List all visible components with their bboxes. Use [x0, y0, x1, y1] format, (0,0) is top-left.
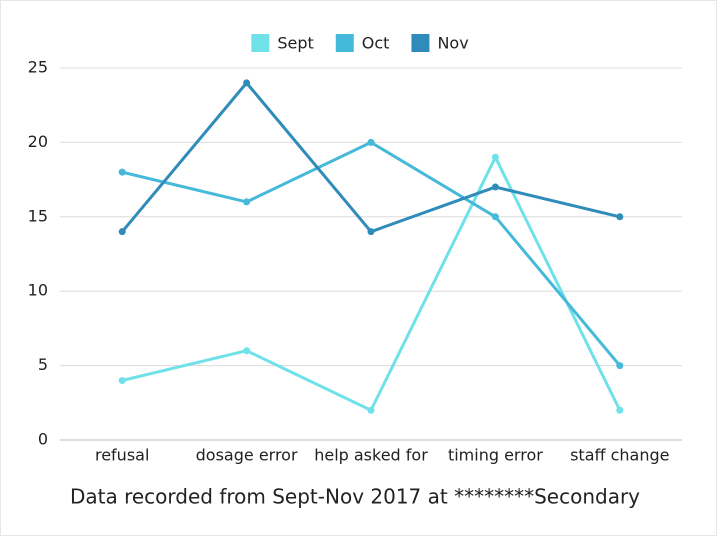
legend-swatch [411, 34, 430, 52]
point [118, 376, 126, 384]
legend-label: Sept [277, 34, 313, 53]
point [243, 79, 251, 87]
point [491, 213, 499, 221]
point [616, 362, 624, 370]
y-tick-label: 0 [38, 430, 48, 449]
y-tick-label: 25 [28, 58, 48, 77]
point [243, 347, 251, 355]
point [118, 168, 126, 176]
legend-swatch [335, 34, 354, 52]
legend-swatch [251, 34, 270, 52]
point [243, 198, 251, 206]
point [616, 213, 624, 221]
point [367, 228, 375, 236]
x-tick-label: timing error [448, 446, 543, 465]
y-tick-label: 15 [28, 206, 48, 225]
point [367, 138, 375, 146]
legend-label: Nov [437, 34, 468, 53]
point [616, 406, 624, 414]
x-tick-label: help asked for [314, 446, 428, 465]
caption: Data recorded from Sept-Nov 2017 at ****… [70, 485, 640, 509]
legend-label: Oct [362, 34, 390, 53]
point [367, 406, 375, 414]
x-tick-label: staff change [570, 446, 669, 465]
y-tick-label: 5 [38, 355, 48, 374]
y-tick-label: 10 [28, 281, 48, 300]
point [491, 183, 499, 191]
y-tick-label: 20 [28, 132, 48, 151]
point [491, 153, 499, 161]
point [118, 228, 126, 236]
x-tick-label: dosage error [196, 446, 298, 465]
x-tick-label: refusal [95, 446, 149, 465]
